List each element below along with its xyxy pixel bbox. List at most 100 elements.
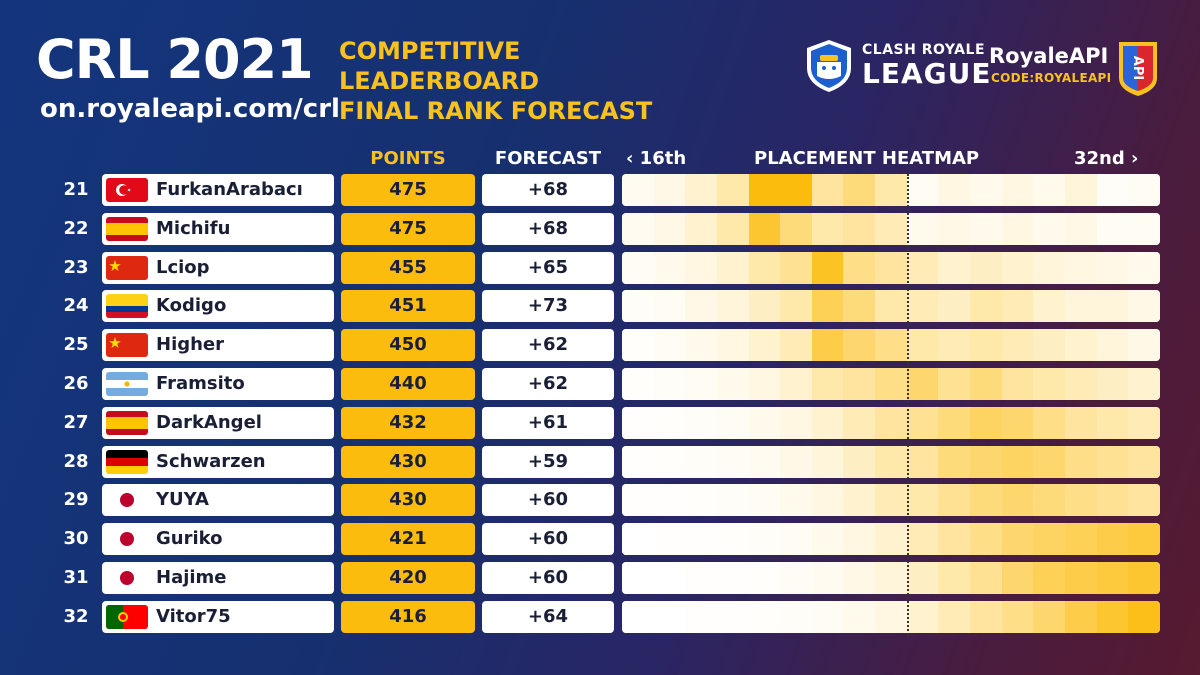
forecast-cell: +68	[482, 213, 614, 245]
heatmap-cell	[811, 523, 844, 555]
player-cell[interactable]: Schwarzen	[102, 446, 334, 478]
crl-shield-icon	[807, 40, 851, 92]
heatmap-cell	[811, 252, 844, 284]
player-cell[interactable]: Hajime	[102, 562, 334, 594]
heatmap-cell	[748, 252, 781, 284]
forecast-cell: +60	[482, 523, 614, 555]
player-cell[interactable]: Guriko	[102, 523, 334, 555]
heatmap-cell	[1033, 368, 1065, 400]
heatmap-cell	[906, 174, 939, 206]
heatmap-cell	[1033, 562, 1065, 594]
heatmap-cell	[685, 213, 717, 245]
heatmap-cell	[716, 252, 749, 284]
heatmap-cell	[1001, 252, 1034, 284]
placement-heatmap-bar	[622, 213, 1160, 245]
player-cell[interactable]: FurkanArabacı	[102, 174, 334, 206]
heatmap-cell	[1096, 290, 1129, 322]
heatmap-cell	[811, 213, 844, 245]
heatmap-cell	[875, 368, 907, 400]
heatmap-cell	[1033, 213, 1065, 245]
heatmap-cell	[748, 601, 781, 633]
heatmap-cell	[1064, 446, 1097, 478]
heatmap-cell	[811, 601, 844, 633]
player-cell[interactable]: YUYA	[102, 484, 334, 516]
player-cell[interactable]: Framsito	[102, 368, 334, 400]
heatmap-cell	[653, 213, 686, 245]
heatmap-cell	[843, 407, 876, 439]
heatmap-cell	[843, 174, 876, 206]
heatmap-cell	[875, 601, 907, 633]
argentina-flag-icon	[106, 372, 148, 396]
heatmap-cell	[653, 407, 686, 439]
table-row: 26 Framsito 440 +62	[0, 368, 1200, 400]
germany-flag-icon	[106, 450, 148, 474]
heatmap-cell	[653, 174, 686, 206]
heatmap-cell	[1033, 407, 1065, 439]
points-cell: 455	[341, 252, 475, 284]
heatmap-cell	[938, 174, 971, 206]
subtitle-line: FINAL RANK FORECAST	[339, 97, 653, 125]
table-row: 27 DarkAngel 432 +61	[0, 407, 1200, 439]
player-cell[interactable]: Vitor75	[102, 601, 334, 633]
player-cell[interactable]: DarkAngel	[102, 407, 334, 439]
heatmap-cell	[906, 213, 939, 245]
heatmap-cell	[748, 407, 781, 439]
heatmap-cell	[1096, 562, 1129, 594]
heatmap-cell	[1001, 213, 1034, 245]
player-cell[interactable]: Lciop	[102, 252, 334, 284]
heatmap-cell	[938, 446, 971, 478]
heatmap-cell	[938, 290, 971, 322]
heatmap-cell	[843, 523, 876, 555]
heatmap-cell	[716, 368, 749, 400]
heatmap-cell	[1128, 446, 1160, 478]
heatmap-cell	[875, 484, 907, 516]
player-name: Schwarzen	[156, 451, 266, 472]
heatmap-cell	[748, 562, 781, 594]
heatmap-cell	[1096, 407, 1129, 439]
heatmap-cell	[716, 523, 749, 555]
heatmap-cell	[970, 290, 1002, 322]
heatmap-cell	[716, 174, 749, 206]
heatmap-cell	[1001, 368, 1034, 400]
heatmap-cell	[685, 601, 717, 633]
player-cell[interactable]: Higher	[102, 329, 334, 361]
player-cell[interactable]: Kodigo	[102, 290, 334, 322]
heatmap-cell	[653, 523, 686, 555]
player-name: Vitor75	[156, 606, 231, 627]
spain-flag-icon	[106, 217, 148, 241]
page-url[interactable]: on.royaleapi.com/crl	[40, 94, 340, 124]
table-row: 30 Guriko 421 +60	[0, 523, 1200, 555]
japan-flag-icon	[106, 488, 148, 512]
heatmap-cell	[1033, 290, 1065, 322]
table-row: 25 Higher 450 +62	[0, 329, 1200, 361]
heatmap-cell	[653, 290, 686, 322]
heatmap-cell	[685, 446, 717, 478]
heatmap-cell	[970, 174, 1002, 206]
player-name: DarkAngel	[156, 412, 262, 433]
heatmap-cell	[622, 174, 654, 206]
forecast-cell: +65	[482, 252, 614, 284]
player-name: Guriko	[156, 528, 223, 549]
heatmap-cell	[1001, 407, 1034, 439]
points-cell: 432	[341, 407, 475, 439]
player-name: Framsito	[156, 373, 245, 394]
heatmap-cell	[622, 368, 654, 400]
placement-heatmap-bar	[622, 562, 1160, 594]
heatmap-cell	[685, 329, 717, 361]
forecast-cell: +61	[482, 407, 614, 439]
heatmap-cell	[811, 174, 844, 206]
player-cell[interactable]: Michifu	[102, 213, 334, 245]
heatmap-cell	[970, 407, 1002, 439]
forecast-cell: +60	[482, 484, 614, 516]
heatmap-cell	[1096, 252, 1129, 284]
heatmap-cell	[970, 562, 1002, 594]
heatmap-cell	[1001, 290, 1034, 322]
china-flag-icon	[106, 333, 148, 357]
heatmap-cell	[875, 252, 907, 284]
heatmap-cell	[906, 446, 939, 478]
heatmap-cell	[1064, 562, 1097, 594]
heatmap-cell	[1033, 523, 1065, 555]
heatmap-cell	[1064, 601, 1097, 633]
heatmap-cell	[716, 329, 749, 361]
heatmap-cell	[748, 484, 781, 516]
